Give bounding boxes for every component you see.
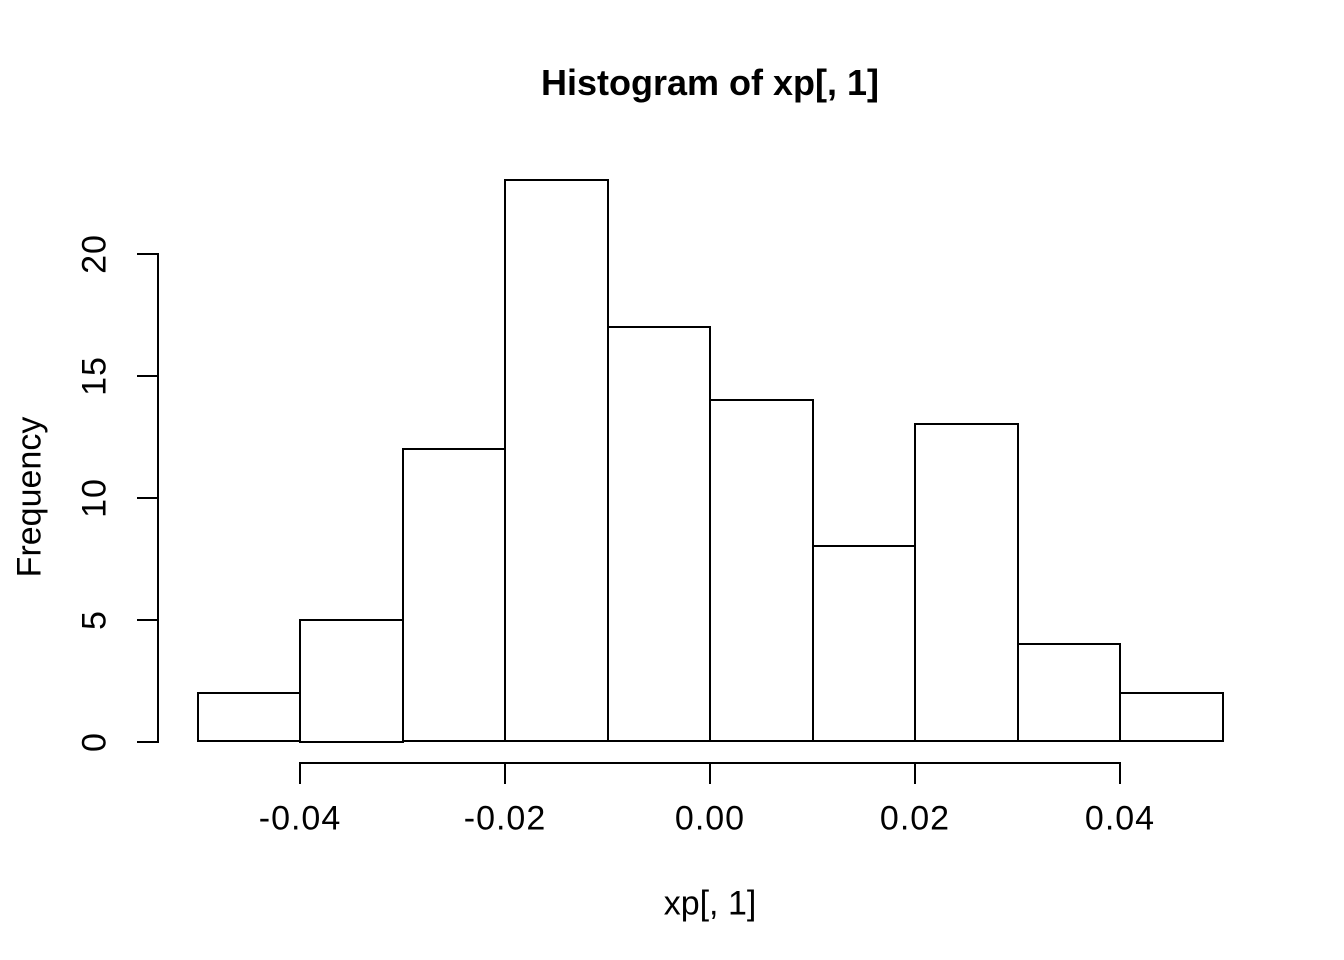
- y-tick: [137, 740, 158, 743]
- x-tick-label: -0.04: [258, 799, 342, 838]
- histogram-bar: [914, 423, 1019, 743]
- y-tick-label: 20: [75, 233, 114, 274]
- y-tick: [137, 496, 158, 499]
- y-axis-line: [157, 252, 159, 743]
- x-tick: [709, 763, 711, 784]
- histogram-bar: [196, 691, 301, 743]
- histogram-bar: [1016, 642, 1121, 743]
- y-tick: [137, 618, 158, 621]
- x-tick-label: -0.02: [463, 799, 547, 838]
- histogram-bar: [606, 325, 711, 743]
- y-tick-label: 15: [75, 355, 114, 396]
- x-axis-label: xp[, 1]: [663, 884, 757, 923]
- histogram-bar: [811, 545, 916, 743]
- chart-title: Histogram of xp[, 1]: [540, 62, 880, 103]
- x-tick: [299, 763, 301, 784]
- y-tick: [137, 252, 158, 255]
- histogram-bar: [1119, 691, 1224, 743]
- x-tick: [1119, 763, 1121, 784]
- y-tick-label: 5: [75, 609, 114, 630]
- histogram-bar: [401, 447, 506, 743]
- x-tick: [504, 763, 506, 784]
- x-tick-label: 0.04: [1084, 799, 1156, 838]
- x-tick-label: 0.02: [879, 799, 951, 838]
- x-tick: [914, 763, 916, 784]
- x-tick-label: 0.00: [674, 799, 746, 838]
- histogram-bar: [504, 179, 609, 743]
- y-tick: [137, 374, 158, 377]
- y-axis-label: Frequency: [10, 416, 49, 578]
- histogram-bar: [299, 618, 404, 743]
- histogram-bar: [709, 398, 814, 743]
- y-tick-label: 10: [75, 477, 114, 518]
- y-tick-label: 0: [75, 731, 114, 752]
